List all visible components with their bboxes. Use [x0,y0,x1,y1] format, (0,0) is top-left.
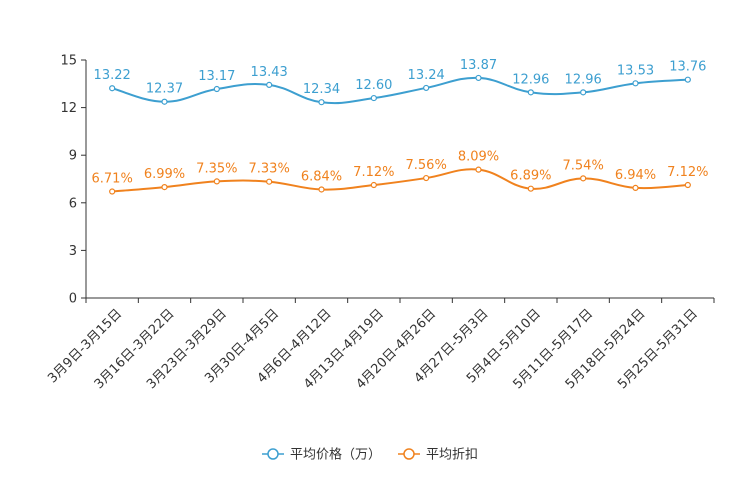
y-tick-label: 3 [69,244,77,259]
legend: 平均价格（万） 平均折扣 [262,447,478,463]
data-point [109,188,116,195]
data-label: 6.84% [301,169,342,184]
data-point [318,99,325,106]
data-label: 12.37 [146,82,183,97]
data-label: 12.34 [303,82,340,97]
data-label: 13.22 [94,68,131,83]
data-point [632,184,639,191]
data-point [580,89,587,96]
data-point [475,166,482,173]
data-label: 12.60 [355,78,392,93]
data-label: 7.54% [563,158,604,173]
data-point [266,178,273,185]
data-label: 6.94% [615,168,656,183]
data-label: 12.96 [512,72,549,87]
data-point [527,185,534,192]
data-point [527,89,534,96]
data-point [213,178,220,185]
y-tick-label: 9 [69,149,77,164]
y-tick-label: 12 [60,101,77,116]
data-label: 7.12% [667,165,708,180]
data-label: 13.53 [617,63,654,78]
y-tick-label: 0 [69,292,77,307]
data-label: 8.09% [458,150,499,165]
data-label: 13.87 [460,58,497,73]
data-label: 7.35% [196,161,237,176]
data-label: 7.33% [249,162,290,177]
data-point [423,174,430,182]
legend-item-1: 平均价格（万） [262,447,381,463]
series-line [112,168,688,193]
legend-item-2: 平均折扣 [398,448,478,463]
data-point [632,80,639,87]
data-label: 13.17 [198,69,235,84]
data-label: 7.56% [406,158,447,173]
data-point [370,181,377,189]
series-1: 13.22 12.37 13.17 13.43 12.34 12.60 13.24 13.87… [94,58,706,106]
data-point [475,74,482,82]
y-tick-label: 6 [69,196,77,211]
data-label: 6.89% [510,169,551,184]
data-label: 6.71% [92,172,133,187]
data-point [266,81,273,89]
data-point [161,98,168,105]
axes: 036912153月9日-3月15日3月16日-3月22日3月23日-3月29日… [45,54,715,392]
data-point [109,85,116,92]
y-tick-label: 15 [60,54,77,69]
data-point [684,181,691,189]
series-line [111,76,688,105]
data-label: 13.24 [408,68,445,83]
legend-label: 平均折扣 [426,448,478,463]
series-2: 6.71% 6.99% 7.35% 7.33% 6.84% 7.12% 7.56% 8.09%… [92,150,708,195]
data-label: 6.99% [144,167,185,182]
series-layer: 13.22 12.37 13.17 13.43 12.34 12.60 13.24 13.87… [92,58,708,195]
data-point [318,186,325,193]
data-point [161,183,168,191]
legend-label: 平均价格（万） [290,447,381,463]
data-label: 13.76 [669,60,706,75]
data-label: 13.43 [251,65,288,80]
data-point [423,84,430,92]
data-point [684,76,691,83]
data-label: 7.12% [353,165,394,180]
data-point [213,85,220,93]
legend-marker-icon [403,448,415,460]
legend-marker-icon [267,448,279,460]
data-point [580,175,587,182]
data-label: 12.96 [565,72,602,87]
data-point [370,94,377,102]
